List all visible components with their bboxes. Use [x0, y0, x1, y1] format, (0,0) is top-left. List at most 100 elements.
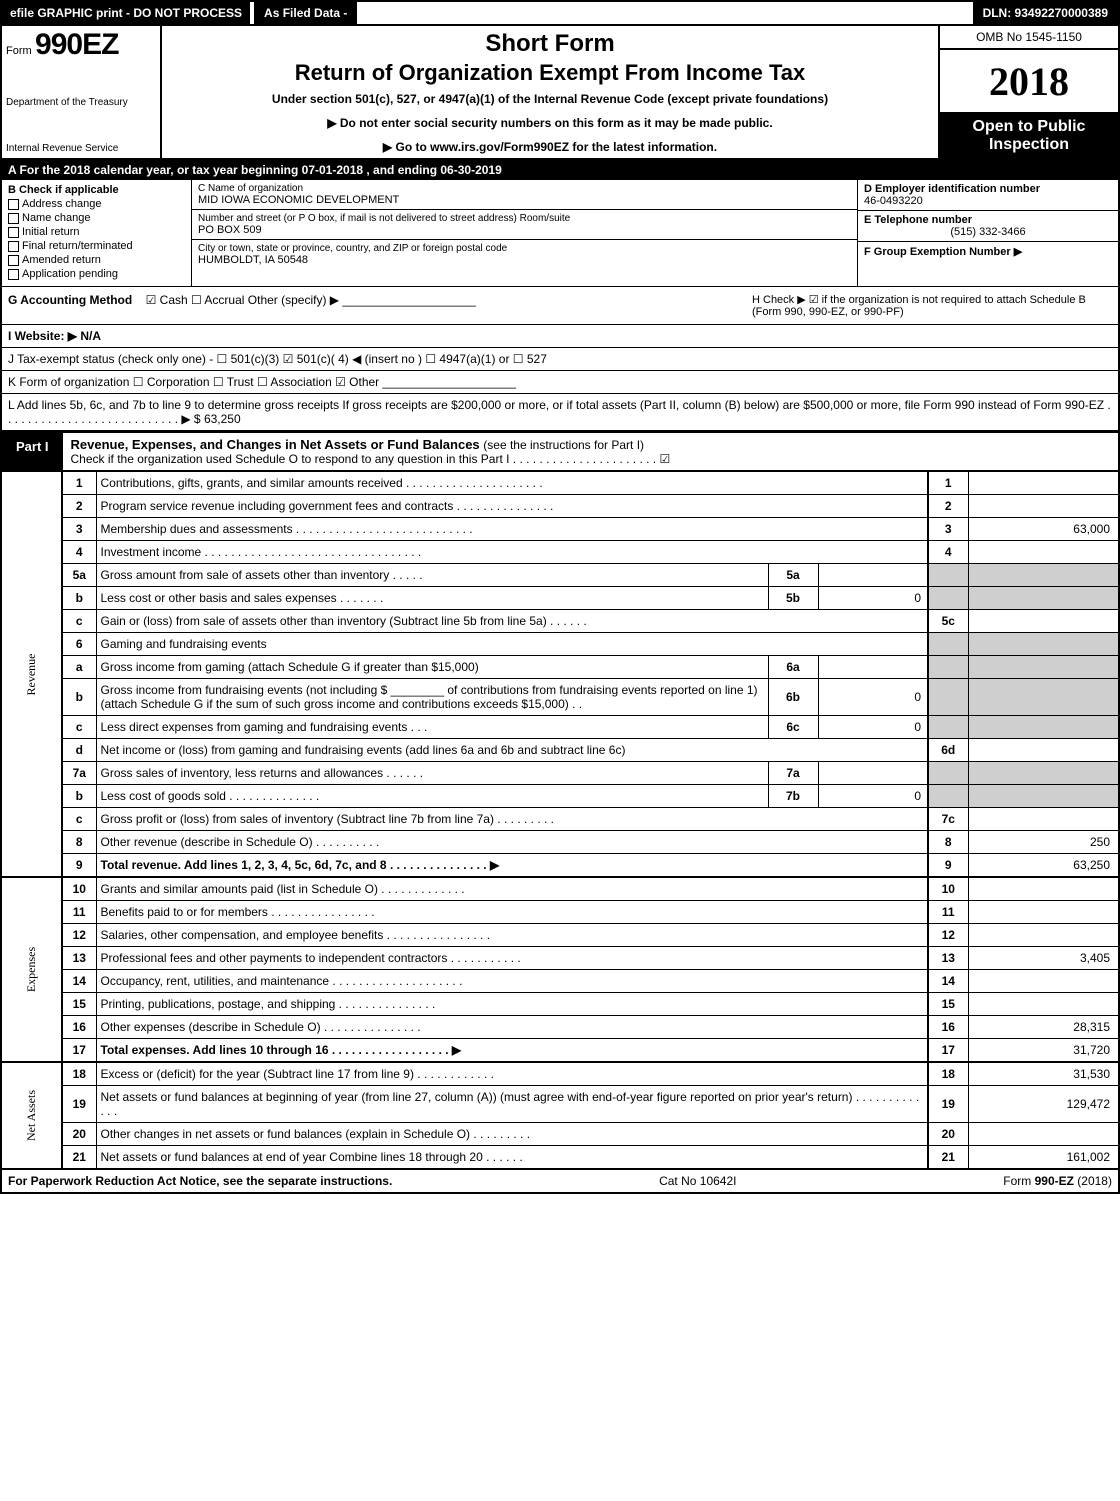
table-row: 9Total revenue. Add lines 1, 2, 3, 4, 5c…: [2, 854, 1118, 878]
table-row: 7aGross sales of inventory, less returns…: [2, 762, 1118, 785]
line-desc: Gaming and fundraising events: [96, 633, 928, 656]
line-ref: 6d: [928, 739, 968, 762]
line-amount: [968, 587, 1118, 610]
page-footer: For Paperwork Reduction Act Notice, see …: [2, 1168, 1118, 1192]
chk-name-change[interactable]: Name change: [8, 212, 185, 224]
line-ref: [928, 679, 968, 716]
sub-line-value: 0: [818, 785, 928, 808]
ein-cell: D Employer identification number 46-0493…: [858, 180, 1118, 211]
line-amount: [968, 472, 1118, 495]
section-k: K Form of organization ☐ Corporation ☐ T…: [2, 371, 1118, 394]
sub-line-label: 7b: [768, 785, 818, 808]
table-row: 11Benefits paid to or for members . . . …: [2, 901, 1118, 924]
table-row: bLess cost of goods sold . . . . . . . .…: [2, 785, 1118, 808]
line-amount: [968, 541, 1118, 564]
sub-line-value: [818, 564, 928, 587]
section-b: B Check if applicable Address change Nam…: [2, 180, 192, 286]
gh-row: G Accounting Method ☑ Cash ☐ Accrual Oth…: [2, 287, 1118, 325]
table-row: aGross income from gaming (attach Schedu…: [2, 656, 1118, 679]
line-number: 19: [62, 1086, 96, 1123]
phone-cell: E Telephone number (515) 332-3466: [858, 211, 1118, 242]
row-a-tax-year: A For the 2018 calendar year, or tax yea…: [2, 160, 1118, 180]
line-number: 6: [62, 633, 96, 656]
table-row: 20Other changes in net assets or fund ba…: [2, 1123, 1118, 1146]
chk-address-change[interactable]: Address change: [8, 198, 185, 210]
line-number: 5a: [62, 564, 96, 587]
table-row: dNet income or (loss) from gaming and fu…: [2, 739, 1118, 762]
line-ref: 14: [928, 970, 968, 993]
line-desc: Benefits paid to or for members . . . . …: [96, 901, 928, 924]
chk-final-return[interactable]: Final return/terminated: [8, 240, 185, 252]
part-1-check-line: Check if the organization used Schedule …: [71, 452, 1110, 466]
section-def: D Employer identification number 46-0493…: [858, 180, 1118, 286]
sub-line-value: 0: [818, 716, 928, 739]
instruction-line-2: ▶ Go to www.irs.gov/Form990EZ for the la…: [170, 140, 930, 154]
line-amount: [968, 656, 1118, 679]
street-label: Number and street (or P O box, if mail i…: [198, 213, 851, 224]
line-number: c: [62, 716, 96, 739]
table-row: cLess direct expenses from gaming and fu…: [2, 716, 1118, 739]
chk-initial-return[interactable]: Initial return: [8, 226, 185, 238]
table-row: 16Other expenses (describe in Schedule O…: [2, 1016, 1118, 1039]
form-prefix: Form: [6, 45, 32, 57]
org-info-block: B Check if applicable Address change Nam…: [2, 180, 1118, 287]
line-desc: Other expenses (describe in Schedule O) …: [96, 1016, 928, 1039]
line-amount: 250: [968, 831, 1118, 854]
line-number: 13: [62, 947, 96, 970]
line-desc: Excess or (deficit) for the year (Subtra…: [96, 1062, 928, 1086]
subtitle: Under section 501(c), 527, or 4947(a)(1)…: [170, 92, 930, 106]
footer-left: For Paperwork Reduction Act Notice, see …: [8, 1174, 392, 1188]
line-amount: 129,472: [968, 1086, 1118, 1123]
line-desc: Total expenses. Add lines 10 through 16 …: [96, 1039, 928, 1063]
as-filed-text: As Filed Data -: [264, 6, 347, 20]
table-row: 3Membership dues and assessments . . . .…: [2, 518, 1118, 541]
line-amount: 63,000: [968, 518, 1118, 541]
line-number: 21: [62, 1146, 96, 1169]
org-name: MID IOWA ECONOMIC DEVELOPMENT: [198, 194, 851, 206]
sub-line-label: 6b: [768, 679, 818, 716]
part-1-title-text: Revenue, Expenses, and Changes in Net As…: [71, 437, 480, 452]
line-amount: 3,405: [968, 947, 1118, 970]
line-ref: 2: [928, 495, 968, 518]
footer-right: Form 990-EZ (2018): [1003, 1174, 1112, 1188]
part-1-title-note: (see the instructions for Part I): [483, 438, 644, 452]
dln-banner: DLN: 93492270000389: [973, 2, 1118, 24]
line-desc: Salaries, other compensation, and employ…: [96, 924, 928, 947]
line-ref: 13: [928, 947, 968, 970]
line-desc: Gross amount from sale of assets other t…: [96, 564, 768, 587]
chk-application-pending[interactable]: Application pending: [8, 268, 185, 280]
line-desc: Net assets or fund balances at end of ye…: [96, 1146, 928, 1169]
line-amount: 63,250: [968, 854, 1118, 878]
line-number: 15: [62, 993, 96, 1016]
section-i: I Website: ▶ N/A: [2, 325, 1118, 348]
line-amount: [968, 901, 1118, 924]
irs-label: Internal Revenue Service: [6, 143, 156, 154]
line-desc: Gross income from fundraising events (no…: [96, 679, 768, 716]
org-name-cell: C Name of organization MID IOWA ECONOMIC…: [192, 180, 857, 210]
city: HUMBOLDT, IA 50548: [198, 254, 851, 266]
line-number: 14: [62, 970, 96, 993]
city-label: City or town, state or province, country…: [198, 243, 851, 254]
side-label: Expenses: [2, 877, 62, 1062]
table-row: 14Occupancy, rent, utilities, and mainte…: [2, 970, 1118, 993]
table-row: 15Printing, publications, postage, and s…: [2, 993, 1118, 1016]
chk-amended-return[interactable]: Amended return: [8, 254, 185, 266]
line-ref: 17: [928, 1039, 968, 1063]
tax-year: 2018: [940, 50, 1118, 114]
table-row: 5aGross amount from sale of assets other…: [2, 564, 1118, 587]
line-desc: Other revenue (describe in Schedule O) .…: [96, 831, 928, 854]
line-ref: 11: [928, 901, 968, 924]
line-ref: 12: [928, 924, 968, 947]
right-header-block: OMB No 1545-1150 2018 Open to Public Ins…: [938, 26, 1118, 158]
efile-text: efile GRAPHIC print - DO NOT PROCESS: [10, 6, 242, 20]
table-row: 19Net assets or fund balances at beginni…: [2, 1086, 1118, 1123]
group-exemption-label: F Group Exemption Number ▶: [864, 246, 1022, 258]
sub-line-value: [818, 762, 928, 785]
line-desc: Less cost of goods sold . . . . . . . . …: [96, 785, 768, 808]
line-amount: [968, 633, 1118, 656]
sub-line-value: 0: [818, 679, 928, 716]
line-desc: Gross income from gaming (attach Schedul…: [96, 656, 768, 679]
line-amount: [968, 877, 1118, 901]
side-label: Net Assets: [2, 1062, 62, 1168]
sub-line-label: 5a: [768, 564, 818, 587]
